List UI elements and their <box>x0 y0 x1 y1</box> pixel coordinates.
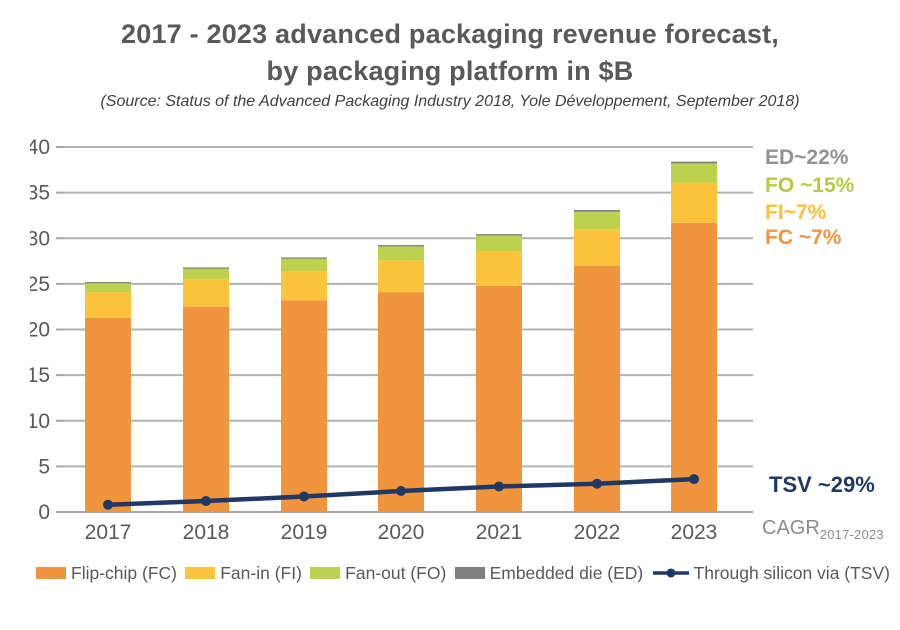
y-tick-label-0: 0 <box>38 501 50 524</box>
legend-item-fan-out-fo: Fan-out (FO) <box>310 563 446 584</box>
bar-2018-fan-out-fo <box>183 268 229 280</box>
bar-2021-fan-in-fi <box>476 251 522 286</box>
cagr-annotation-fo: FO ~15% <box>765 174 855 197</box>
bar-2021-embedded-die-ed <box>476 234 522 236</box>
chart-title-line2: by packaging platform in $B <box>266 56 634 86</box>
legend-swatch-flip-chip-fc-icon <box>36 567 66 579</box>
legend-line-dot-through-silicon-via-tsv-icon <box>652 568 689 578</box>
bar-2018-fan-in-fi <box>183 279 229 307</box>
bar-2019-fan-in-fi <box>281 271 327 301</box>
through-silicon-via-tsv-point-2021 <box>494 481 504 492</box>
bar-2022-flip-chip-fc <box>574 265 620 512</box>
x-tick-label-2023: 2023 <box>671 521 718 544</box>
bar-2023-flip-chip-fc <box>671 222 717 513</box>
legend-swatch-fan-in-fi-icon <box>185 567 216 579</box>
legend-swatch-fan-out-fo-icon <box>310 567 341 579</box>
through-silicon-via-tsv-point-2022 <box>592 478 602 489</box>
bar-2018-embedded-die-ed <box>183 267 229 269</box>
cagr-annotation-fc: FC ~7% <box>765 226 842 249</box>
through-silicon-via-tsv-point-2018 <box>201 496 211 507</box>
legend: Flip-chip (FC) Fan-in (FI) Fan-out (FO) Emb… <box>36 560 890 586</box>
bar-2020-fan-out-fo <box>378 246 424 261</box>
x-tick-label-2022: 2022 <box>574 521 621 544</box>
bar-2023-fan-in-fi <box>671 182 717 223</box>
cagr-annotation-fi: FI~7% <box>765 201 827 224</box>
bar-2021-fan-out-fo <box>476 235 522 252</box>
legend-item-embedded-die-ed: Embedded die (ED) <box>454 562 644 584</box>
bar-2022-fan-out-fo <box>574 211 620 230</box>
chart-title: 2017 - 2023 advanced packaging revenue f… <box>0 16 900 90</box>
bar-2019-embedded-die-ed <box>281 257 327 259</box>
bar-2018-flip-chip-fc <box>183 306 229 512</box>
x-tick-label-2018: 2018 <box>183 521 230 544</box>
through-silicon-via-tsv-point-2020 <box>396 486 406 497</box>
bar-2017-flip-chip-fc <box>85 317 131 512</box>
bar-2020-flip-chip-fc <box>378 292 424 512</box>
bar-2021-flip-chip-fc <box>476 285 522 512</box>
legend-item-fan-in-fi: Fan-in (FI) <box>185 563 302 584</box>
bar-2019-fan-out-fo <box>281 258 327 272</box>
y-tick-label-40: 40 <box>30 136 50 159</box>
cagr-axis-label: CAGR2017-2023 <box>762 517 884 542</box>
legend-label-fan-in-fi: Fan-in (FI) <box>220 562 302 583</box>
legend-label-fan-out-fo: Fan-out (FO) <box>345 562 447 583</box>
y-tick-label-30: 30 <box>30 227 50 250</box>
cagr-annotation-ed: ED~22% <box>765 146 849 169</box>
through-silicon-via-tsv-point-2019 <box>299 491 309 502</box>
x-tick-label-2020: 2020 <box>378 521 425 544</box>
bar-2023-fan-out-fo <box>671 163 717 183</box>
legend-label-through-silicon-via-tsv: Through silicon via (TSV) <box>693 562 890 583</box>
legend-label-flip-chip-fc: Flip-chip (FC) <box>71 562 177 583</box>
bar-2019-flip-chip-fc <box>281 300 327 512</box>
legend-swatch-embedded-die-ed-icon <box>454 567 485 579</box>
y-tick-label-20: 20 <box>30 319 50 342</box>
legend-item-flip-chip-fc: Flip-chip (FC) <box>36 563 177 584</box>
y-tick-label-5: 5 <box>38 455 50 478</box>
cagr-annotation-tsv: TSV ~29% <box>769 472 875 497</box>
cagr-subscript: 2017-2023 <box>819 527 884 542</box>
legend-item-through-silicon-via-tsv: Through silicon via (TSV) <box>652 563 890 584</box>
bar-2022-embedded-die-ed <box>574 209 620 212</box>
cagr-text: CAGR <box>762 517 820 539</box>
bar-2017-fan-out-fo <box>85 282 131 293</box>
x-tick-label-2017: 2017 <box>85 521 132 544</box>
chart-title-line1: 2017 - 2023 advanced packaging revenue f… <box>121 19 779 49</box>
through-silicon-via-tsv-point-2023 <box>689 474 699 485</box>
chart-plot-area: 0 5 10 15 20 25 30 35 40 2017 2018 2019 2020 2021 2022… <box>30 136 753 544</box>
bar-2023-embedded-die-ed <box>671 161 717 164</box>
legend-label-embedded-die-ed: Embedded die (ED) <box>489 562 644 583</box>
source-attribution: (Source: Status of the Advanced Packagin… <box>100 93 800 110</box>
x-tick-label-2019: 2019 <box>281 521 328 544</box>
y-tick-label-25: 25 <box>30 273 50 296</box>
bar-2017-fan-in-fi <box>85 292 131 318</box>
bar-2022-fan-in-fi <box>574 229 620 266</box>
bar-2020-fan-in-fi <box>378 260 424 293</box>
y-tick-label-15: 15 <box>30 364 50 387</box>
y-tick-label-10: 10 <box>30 410 50 433</box>
y-tick-label-35: 35 <box>30 182 50 205</box>
bar-2017-embedded-die-ed <box>85 282 131 284</box>
through-silicon-via-tsv-point-2017 <box>103 499 113 510</box>
x-tick-label-2021: 2021 <box>476 521 523 544</box>
bar-2020-embedded-die-ed <box>378 245 424 247</box>
